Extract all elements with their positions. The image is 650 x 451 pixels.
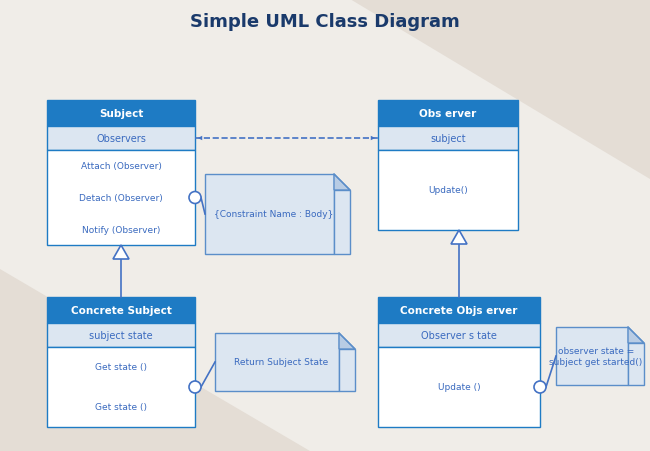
Bar bbox=[378, 297, 540, 323]
Text: {Constraint Name : Body}: {Constraint Name : Body} bbox=[214, 210, 333, 219]
Bar bbox=[205, 175, 334, 254]
Text: Concrete Subject: Concrete Subject bbox=[71, 305, 172, 315]
Bar bbox=[378, 323, 540, 347]
Bar bbox=[378, 151, 518, 230]
Bar bbox=[47, 127, 195, 151]
Bar bbox=[47, 323, 195, 347]
Text: Update(): Update() bbox=[428, 186, 468, 195]
Text: Observer s tate: Observer s tate bbox=[421, 330, 497, 340]
Text: Observers: Observers bbox=[96, 133, 146, 144]
Bar bbox=[334, 191, 350, 254]
Polygon shape bbox=[0, 269, 310, 451]
Bar bbox=[47, 347, 195, 427]
Circle shape bbox=[534, 381, 546, 393]
Text: Subject: Subject bbox=[99, 109, 143, 119]
Bar bbox=[339, 349, 355, 391]
Bar bbox=[378, 127, 518, 151]
Text: Get state (): Get state () bbox=[95, 363, 147, 372]
Text: Notify (Observer): Notify (Observer) bbox=[82, 225, 160, 234]
Text: Attach (Observer): Attach (Observer) bbox=[81, 162, 161, 171]
Polygon shape bbox=[339, 333, 355, 349]
Text: subject state: subject state bbox=[89, 330, 153, 340]
Bar bbox=[215, 333, 339, 391]
Text: Update (): Update () bbox=[437, 382, 480, 391]
Bar bbox=[378, 347, 540, 427]
Polygon shape bbox=[350, 0, 650, 179]
Bar bbox=[47, 151, 195, 245]
Text: Obs erver: Obs erver bbox=[419, 109, 476, 119]
Text: Simple UML Class Diagram: Simple UML Class Diagram bbox=[190, 13, 460, 31]
Text: Detach (Observer): Detach (Observer) bbox=[79, 193, 163, 202]
Bar bbox=[556, 327, 628, 385]
Bar bbox=[47, 297, 195, 323]
Text: observer state =
subject get started(): observer state = subject get started() bbox=[549, 346, 643, 367]
Polygon shape bbox=[451, 230, 467, 244]
Text: subject: subject bbox=[430, 133, 466, 144]
Bar bbox=[378, 101, 518, 127]
Circle shape bbox=[189, 192, 201, 204]
Text: Return Subject State: Return Subject State bbox=[234, 358, 328, 367]
Polygon shape bbox=[113, 245, 129, 259]
Polygon shape bbox=[628, 327, 644, 343]
Polygon shape bbox=[334, 175, 350, 191]
Text: Concrete Objs erver: Concrete Objs erver bbox=[400, 305, 517, 315]
Bar bbox=[47, 101, 195, 127]
Circle shape bbox=[189, 381, 201, 393]
Bar bbox=[628, 343, 644, 385]
Text: Get state (): Get state () bbox=[95, 403, 147, 412]
